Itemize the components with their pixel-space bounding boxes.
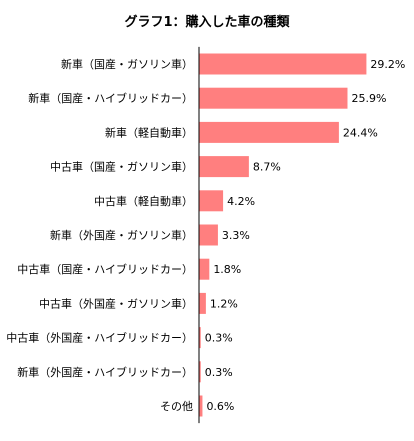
category-label: 中古車（国産・ハイブリッドカー） [17, 262, 193, 276]
data-label: 0.6% [206, 400, 234, 413]
bar [199, 190, 224, 212]
data-label: 24.4% [343, 126, 378, 139]
bar [199, 121, 339, 143]
data-label: 0.3% [205, 366, 233, 379]
category-label: 中古車（軽自動車） [94, 194, 193, 208]
category-label: 新車（外国産・ハイブリッドカー） [17, 365, 193, 379]
data-label: 25.9% [351, 92, 386, 105]
category-label: 中古車（外国産・ガソリン車） [39, 296, 193, 310]
data-label: 3.3% [222, 229, 250, 242]
category-label: 中古車（外国産・ハイブリッドカー） [6, 331, 193, 345]
category-label: 新車（軽自動車） [105, 125, 193, 139]
bar [199, 361, 201, 383]
data-label: 8.7% [253, 161, 281, 174]
data-label: 0.3% [205, 332, 233, 345]
bar [199, 395, 203, 417]
data-label: 4.2% [227, 195, 255, 208]
bar [199, 156, 249, 178]
bar [199, 87, 348, 109]
category-label: 新車（外国産・ガソリン車） [50, 228, 193, 242]
data-label: 29.2% [370, 58, 405, 71]
bar [199, 327, 201, 349]
category-label: 中古車（国産・ガソリン車） [50, 160, 193, 174]
data-label: 1.2% [210, 297, 238, 310]
category-label: その他 [160, 400, 193, 413]
category-label: 新車（国産・ガソリン車） [61, 57, 193, 71]
chart-title: グラフ1：購入した車の種類 [124, 14, 290, 30]
bar [199, 53, 367, 75]
bar [199, 258, 210, 280]
bars-layer: 新車（国産・ガソリン車） 29.2% 新車（国産・ハイブリッドカー） 25.9% 新車（… [6, 53, 405, 417]
data-label: 1.8% [213, 263, 241, 276]
category-label: 新車（国産・ハイブリッドカー） [28, 91, 193, 105]
bar [199, 224, 218, 246]
bar [199, 292, 206, 314]
